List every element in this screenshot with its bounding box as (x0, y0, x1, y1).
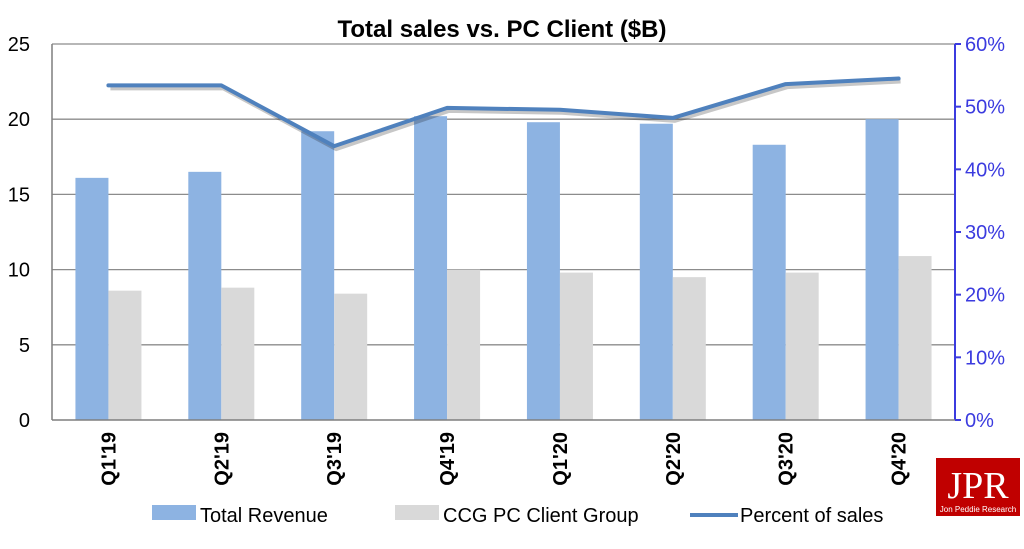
x-tick-label: Q2'19 (211, 432, 233, 486)
y-left-tick-label: 15 (8, 184, 30, 206)
y-right-tick-label: 0% (965, 410, 994, 432)
y-right-tick-label: 40% (965, 159, 1005, 181)
total-revenue-bar (301, 131, 335, 420)
percent-line-layer (106, 76, 901, 152)
legend: Total Revenue CCG PC Client Group Percent … (152, 505, 883, 527)
x-tick-label: Q3'20 (776, 432, 798, 486)
percent-of-sales-line (106, 76, 901, 149)
tick-labels: 0 5 10 15 20 25 0% 10% 20% 30% 40% 50% 60% Q1'19 Q2'19… (8, 34, 1005, 486)
logo-background (936, 458, 1020, 516)
y-right-tick-label: 30% (965, 222, 1005, 244)
legend-swatch (152, 505, 196, 520)
legend-percent-of-sales: Percent of sales (690, 505, 883, 527)
bars (75, 116, 932, 420)
x-tick-label: Q1'20 (550, 432, 572, 486)
logo-subtext: Jon Peddie Research (940, 505, 1017, 514)
total-revenue-bar (752, 144, 786, 420)
legend-label: CCG PC Client Group (443, 505, 639, 527)
axes (51, 43, 961, 421)
y-left-tick-label: 5 (19, 335, 30, 357)
legend-swatch (395, 505, 439, 520)
x-tick-label: Q2'20 (663, 432, 685, 486)
legend-total-revenue: Total Revenue (152, 505, 328, 527)
x-tick-label: Q4'20 (889, 432, 911, 486)
y-right-tick-label: 20% (965, 285, 1005, 307)
total-revenue-bar (414, 116, 448, 420)
y-right-tick-label: 60% (965, 34, 1005, 56)
legend-label: Total Revenue (200, 505, 328, 527)
x-tick-label: Q4'19 (437, 432, 459, 486)
total-revenue-bar (75, 177, 109, 420)
legend-label: Percent of sales (740, 505, 883, 527)
ccg-pc-client-bar (672, 277, 706, 420)
x-tick-label: Q3'19 (324, 432, 346, 486)
ccg-pc-client-bar (898, 256, 932, 420)
y-left-tick-label: 0 (19, 410, 30, 432)
total-revenue-bar (526, 122, 560, 420)
total-revenue-bar (188, 171, 222, 420)
ccg-pc-client-bar (221, 287, 255, 420)
ccg-pc-client-bar (108, 290, 142, 420)
ccg-pc-client-bar (785, 272, 819, 420)
ccg-pc-client-bar (447, 269, 481, 420)
logo-text: JPR (947, 465, 1009, 507)
y-left-tick-label: 25 (8, 34, 30, 56)
total-revenue-bar (865, 119, 899, 420)
x-tick-label: Q1'19 (98, 432, 120, 486)
y-left-tick-label: 10 (8, 260, 30, 282)
legend-ccg-pc-client: CCG PC Client Group (395, 505, 639, 527)
y-left-tick-label: 20 (8, 109, 30, 131)
ccg-pc-client-bar (559, 272, 593, 420)
y-right-tick-label: 50% (965, 97, 1005, 119)
ccg-pc-client-bar (334, 293, 368, 420)
y-right-tick-label: 10% (965, 347, 1005, 369)
chart-title: Total sales vs. PC Client ($B) (338, 16, 667, 43)
total-revenue-bar (639, 123, 673, 420)
